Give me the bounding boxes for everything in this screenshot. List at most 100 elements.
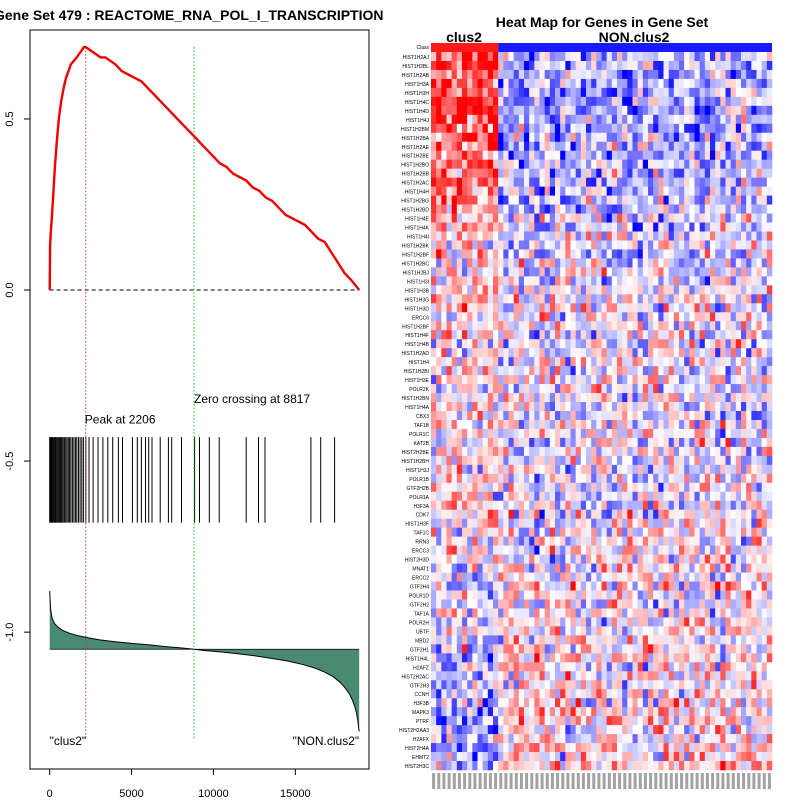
zero-crossing-annotation: Zero crossing at 8817 xyxy=(194,392,310,406)
heatmap-cell xyxy=(467,348,473,358)
heatmap-cell xyxy=(663,455,669,466)
heatmap-cell xyxy=(524,473,530,484)
heatmap-cell xyxy=(503,473,509,484)
heatmap-cell xyxy=(689,428,695,439)
heatmap-cell xyxy=(673,680,680,690)
heatmap-cell xyxy=(534,393,540,403)
heatmap-cell xyxy=(508,689,514,699)
heatmap-cell xyxy=(431,384,437,394)
heatmap-cell xyxy=(637,419,644,430)
heatmap-cell xyxy=(451,312,458,322)
heatmap-cell xyxy=(720,213,726,223)
heatmap-cell xyxy=(513,437,520,448)
heatmap-cell xyxy=(575,599,582,609)
heatmap-cell xyxy=(555,626,561,636)
heatmap-cell xyxy=(539,428,545,439)
heatmap-cell xyxy=(534,428,540,439)
heatmap-cell xyxy=(627,285,633,295)
heatmap-cell xyxy=(663,402,669,412)
heatmap-cell xyxy=(555,69,561,80)
heatmap-cell xyxy=(684,626,690,636)
heatmap-cell xyxy=(498,366,504,376)
heatmap-cell xyxy=(441,195,447,205)
heatmap-cell xyxy=(653,644,659,654)
heatmap-cell xyxy=(529,500,535,511)
heatmap-cell xyxy=(472,312,478,322)
heatmap-cell xyxy=(606,52,613,62)
heatmap-cell xyxy=(544,69,551,80)
heatmap-cell xyxy=(704,419,711,430)
heatmap-cell xyxy=(487,428,494,439)
heatmap-cell xyxy=(710,222,716,232)
heatmap-cell xyxy=(575,186,582,196)
heatmap-cell xyxy=(637,411,644,421)
heatmap-cell xyxy=(741,446,747,457)
heatmap-cell xyxy=(611,473,618,484)
heatmap-cell xyxy=(637,312,644,322)
heatmap-cell xyxy=(560,581,566,591)
heatmap-cell xyxy=(580,671,587,681)
heatmap-cell xyxy=(668,563,675,573)
heatmap-cell xyxy=(704,518,711,528)
heatmap-cell xyxy=(508,231,514,241)
heatmap-cell xyxy=(725,491,731,502)
heatmap-cell xyxy=(637,52,644,62)
heatmap-cell xyxy=(648,123,654,134)
heatmap-cell xyxy=(549,348,556,358)
heatmap-cell xyxy=(699,375,706,385)
heatmap-cell xyxy=(586,581,592,591)
heatmap-cell xyxy=(710,662,716,672)
heatmap-cell xyxy=(529,698,535,708)
heatmap-cell xyxy=(575,60,582,71)
heatmap-cell xyxy=(487,78,494,89)
heatmap-cell xyxy=(518,509,525,519)
heatmap-cell xyxy=(648,168,654,178)
heatmap-cell xyxy=(741,689,747,699)
heatmap-cell xyxy=(513,572,520,582)
heatmap-cell xyxy=(575,590,582,600)
heatmap-cell xyxy=(710,285,716,295)
heatmap-cell xyxy=(431,509,437,519)
heatmap-cell xyxy=(632,366,638,376)
heatmap-cell xyxy=(503,78,509,89)
heatmap-cell xyxy=(441,357,447,367)
heatmap-cell xyxy=(761,114,768,125)
y-tick-label: 0.5 xyxy=(4,111,16,126)
heatmap-cell xyxy=(761,249,768,259)
heatmap-cell xyxy=(513,581,520,591)
heatmap-cell xyxy=(627,52,633,62)
heatmap-cell xyxy=(710,123,716,134)
heatmap-cell xyxy=(668,581,675,591)
heatmap-cell xyxy=(487,482,494,493)
heatmap-cell xyxy=(710,240,716,250)
heatmap-cell xyxy=(529,411,535,421)
heatmap-cell xyxy=(498,123,504,134)
heatmap-cell xyxy=(601,662,607,672)
heatmap-cell xyxy=(756,384,762,394)
heatmap-cell xyxy=(637,393,644,403)
heatmap-cell xyxy=(746,375,752,385)
heatmap-cell xyxy=(715,455,721,466)
heatmap-cell xyxy=(580,662,587,672)
heatmap-cell xyxy=(601,473,607,484)
heatmap-cell xyxy=(710,258,716,268)
heatmap-cell xyxy=(477,285,483,295)
heatmap-cell xyxy=(549,455,556,466)
heatmap-cell xyxy=(508,518,514,528)
heatmap-cell xyxy=(544,491,551,502)
heatmap-cell xyxy=(503,491,509,502)
heatmap-cell xyxy=(632,303,638,313)
heatmap-cell xyxy=(699,473,706,484)
heatmap-cell xyxy=(560,285,566,295)
heatmap-cell xyxy=(751,141,757,152)
heatmap-cell xyxy=(746,366,752,376)
heatmap-cell xyxy=(544,707,551,717)
heatmap-cell xyxy=(431,617,437,627)
heatmap-cell xyxy=(632,662,638,672)
heatmap-cell xyxy=(637,186,644,196)
heatmap-cell xyxy=(704,707,711,717)
heatmap-cell xyxy=(606,87,613,98)
heatmap-cell xyxy=(658,393,664,403)
heatmap-cell xyxy=(431,662,437,672)
heatmap-cell xyxy=(715,204,721,214)
